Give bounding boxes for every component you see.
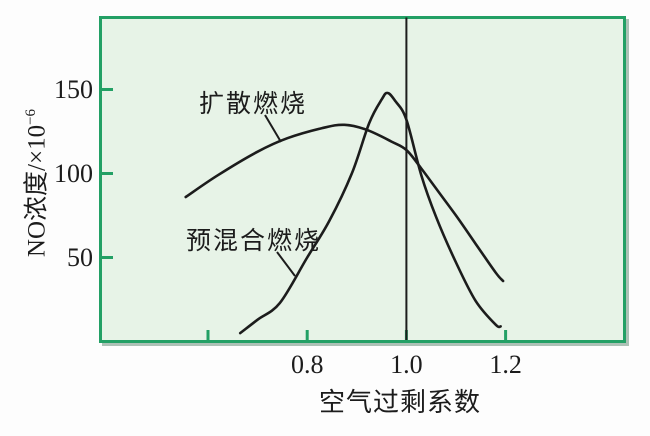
y-tick-label: 150 <box>54 74 93 104</box>
y-axis-title-text: NO浓度/×10 <box>23 124 51 258</box>
premixed-combustion-curve <box>238 91 502 335</box>
plot-area <box>99 16 626 343</box>
y-tick-label: 50 <box>67 242 93 272</box>
x-tick-label: 1.0 <box>390 350 423 379</box>
diffusion-label-leader-line <box>264 114 282 143</box>
diffusion-combustion-label: 扩散燃烧 <box>199 91 308 118</box>
combustion-curves <box>184 91 505 335</box>
diffusion-combustion-curve <box>184 123 505 283</box>
annotation-leader-lines <box>264 114 296 277</box>
x-tick-label: 0.8 <box>290 350 324 379</box>
premixed-combustion-label: 预混合燃烧 <box>186 228 322 255</box>
y-axis-title-exponent: −6 <box>23 108 39 125</box>
x-axis-title: 空气过剩系数 <box>318 388 481 417</box>
y-tick-label: 100 <box>54 158 93 188</box>
premixed-label-leader-line <box>276 251 296 277</box>
x-tick-label: 1.2 <box>489 350 522 379</box>
